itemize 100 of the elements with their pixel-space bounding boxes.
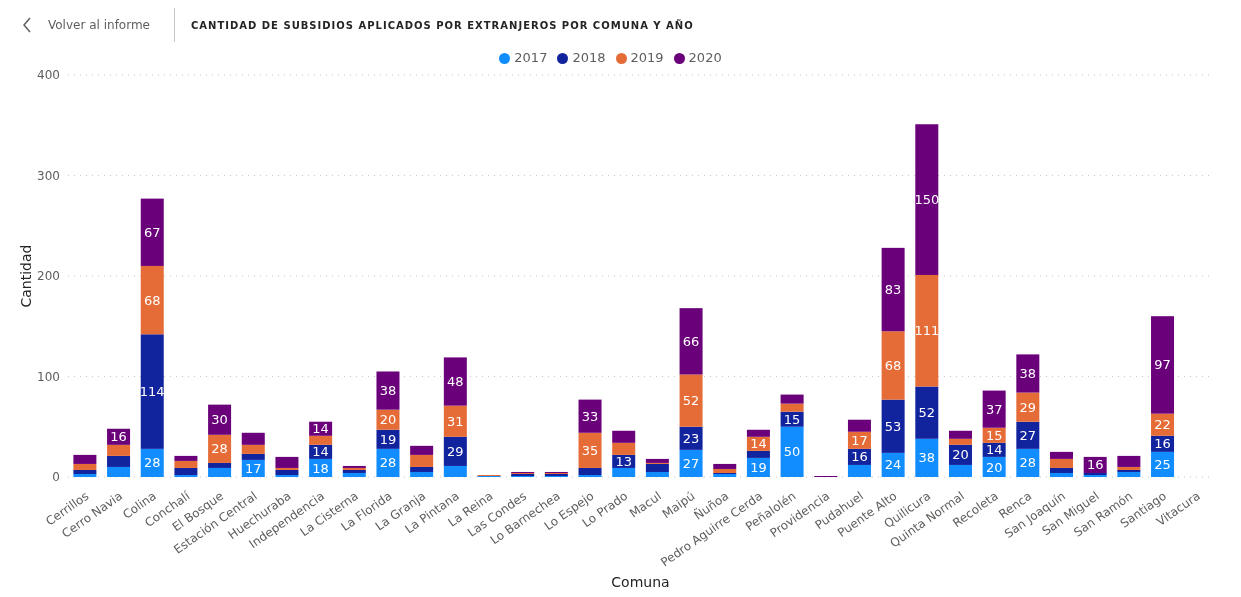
bar <box>612 467 636 477</box>
data-label: 33 <box>581 408 599 424</box>
y-axis-title: Cantidad <box>17 244 34 308</box>
text: Volver al informe <box>48 18 150 32</box>
data-label: 38 <box>379 383 397 399</box>
bar <box>578 474 602 477</box>
bar <box>73 473 97 477</box>
bar <box>174 467 198 475</box>
data-label: 27 <box>682 455 700 471</box>
bar <box>275 467 299 470</box>
x-axis-title: Comuna <box>611 574 670 590</box>
legend-label: 2020 <box>688 50 722 65</box>
bar <box>1016 354 1040 393</box>
bar <box>208 462 232 468</box>
data-label: 28 <box>143 455 161 471</box>
data-label: 29 <box>447 443 464 459</box>
data-label: 68 <box>143 292 161 308</box>
bar <box>645 463 669 472</box>
data-label: 48 <box>447 374 464 390</box>
bar <box>780 426 804 477</box>
bar <box>107 455 131 467</box>
bar <box>612 430 636 443</box>
bar <box>713 468 737 473</box>
data-label: 97 <box>1154 357 1171 373</box>
bar <box>107 444 131 456</box>
data-label: 17 <box>245 461 262 477</box>
bar <box>645 458 669 463</box>
data-label: 35 <box>581 442 599 458</box>
data-label: 37 <box>985 401 1003 417</box>
bar <box>1117 455 1141 467</box>
bar <box>780 394 804 404</box>
y-tick-label: 0 <box>52 470 60 485</box>
data-label: 28 <box>211 441 228 457</box>
bar <box>140 265 164 335</box>
bar <box>410 471 434 477</box>
data-label: 53 <box>884 418 902 434</box>
bar <box>578 467 602 475</box>
bar <box>140 198 164 266</box>
data-label: 16 <box>851 449 868 465</box>
data-label: 28 <box>379 455 397 471</box>
data-label: 25 <box>1154 456 1171 472</box>
data-label: 28 <box>1019 455 1037 471</box>
bar <box>713 463 737 469</box>
data-label: 38 <box>1019 366 1037 382</box>
bar <box>376 371 400 410</box>
data-label: 38 <box>918 450 936 466</box>
data-label: 68 <box>884 357 902 373</box>
bar <box>275 474 299 477</box>
bar <box>1050 458 1074 468</box>
bar <box>241 444 265 454</box>
bar <box>443 465 467 477</box>
data-label: 19 <box>379 431 397 447</box>
bar <box>1050 451 1074 459</box>
bar <box>847 419 871 432</box>
data-label: 66 <box>682 333 700 349</box>
bar <box>948 464 972 477</box>
bar <box>410 454 434 467</box>
data-label: 27 <box>1019 427 1037 443</box>
y-tick-label: 200 <box>37 269 60 284</box>
bar <box>309 435 333 445</box>
data-label: 14 <box>312 421 329 437</box>
data-label: 52 <box>682 393 700 409</box>
data-label: 15 <box>985 427 1003 443</box>
bar <box>948 438 972 445</box>
legend-label: 2018 <box>572 50 606 65</box>
data-label: 18 <box>312 460 329 476</box>
bar <box>174 474 198 477</box>
bar <box>174 460 198 468</box>
data-label: 22 <box>1154 417 1171 433</box>
bar <box>208 467 232 477</box>
y-tick-label: 100 <box>37 369 60 384</box>
data-label: 20 <box>952 447 969 463</box>
data-label: 30 <box>211 412 228 428</box>
bar <box>982 390 1006 428</box>
data-label: 14 <box>312 444 329 460</box>
bar <box>443 357 467 406</box>
y-tick-label: 300 <box>37 168 60 183</box>
data-label: 14 <box>750 436 767 452</box>
data-label: 114 <box>139 384 165 400</box>
chart-title: CANTIDAD DE SUBSIDIOS APLICADOS POR EXTRANJEROS POR COMUNA Y AÑO <box>191 19 694 31</box>
y-tick-label: 400 <box>37 68 60 83</box>
data-label: 16 <box>110 429 127 445</box>
bar <box>679 308 703 375</box>
bar <box>1050 467 1074 473</box>
data-label: 83 <box>884 282 902 298</box>
legend-label: 2019 <box>630 50 664 65</box>
data-label: 20 <box>379 412 397 428</box>
data-label: 20 <box>985 459 1003 475</box>
bar <box>275 456 299 468</box>
bar <box>948 430 972 439</box>
bar <box>847 464 871 477</box>
data-label: 16 <box>1086 457 1104 473</box>
data-label: 52 <box>918 405 936 421</box>
bar <box>746 450 770 458</box>
data-label: 17 <box>851 432 868 448</box>
bar <box>881 331 905 400</box>
data-label: 111 <box>914 323 940 339</box>
bar <box>881 247 905 332</box>
data-label: 50 <box>783 444 801 460</box>
bar <box>410 445 434 455</box>
